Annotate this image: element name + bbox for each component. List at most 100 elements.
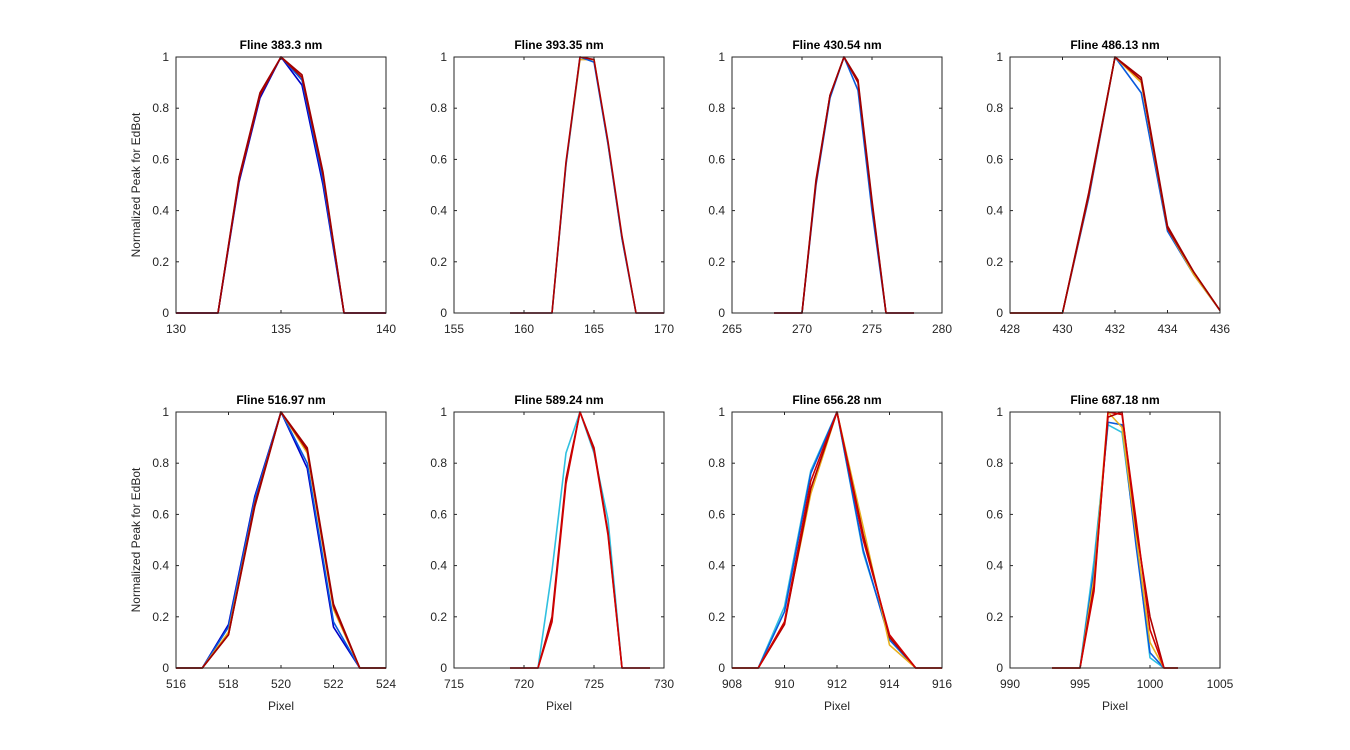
x-tick-label: 916 [932, 677, 952, 691]
series-line-2 [176, 56, 386, 314]
y-tick-label: 1 [718, 50, 725, 64]
series-line-1 [1010, 56, 1221, 314]
y-axis-label: Normalized Peak for EdBot [129, 467, 143, 612]
x-tick-label: 160 [514, 322, 534, 336]
y-tick-label: 1 [996, 50, 1003, 64]
chart-title: Fline 430.54 nm [792, 38, 881, 52]
x-tick-label: 130 [166, 322, 186, 336]
y-tick-label: 0.8 [152, 101, 169, 115]
x-tick-label: 1005 [1207, 677, 1234, 691]
axes-box [453, 56, 665, 314]
x-tick-label: 428 [1000, 322, 1020, 336]
y-tick-label: 0.6 [430, 152, 447, 166]
subplot-5: 0 0.2 0.4 0.6 0.8 1 516 518 520 522 524 Fline 516.9… [129, 393, 396, 713]
y-tick-label: 0 [718, 661, 725, 675]
x-tick-label: 265 [722, 322, 742, 336]
series-line-4 [1010, 56, 1221, 314]
x-tick-label: 524 [376, 677, 396, 691]
y-tick-label: 0.8 [986, 456, 1003, 470]
x-tick-label: 715 [444, 677, 464, 691]
x-tick-label: 1000 [1137, 677, 1164, 691]
y-tick-label: 0 [718, 306, 725, 320]
y-tick-label: 0.2 [430, 255, 447, 269]
x-tick-label: 436 [1210, 322, 1230, 336]
y-tick-label: 0.6 [708, 507, 725, 521]
y-tick-label: 0 [162, 661, 169, 675]
y-tick-label: 0.6 [708, 152, 725, 166]
chart-title: Fline 687.18 nm [1070, 393, 1159, 407]
x-tick-label: 720 [514, 677, 534, 691]
series-line-4 [1052, 411, 1178, 669]
series-line-5 [1052, 411, 1178, 669]
y-tick-label: 0.6 [430, 507, 447, 521]
y-tick-label: 0.2 [986, 255, 1003, 269]
x-tick-label: 135 [271, 322, 291, 336]
y-tick-label: 1 [162, 405, 169, 419]
y-tick-label: 0 [440, 661, 447, 675]
series-line-1 [774, 56, 914, 314]
series-line-1 [1052, 423, 1178, 669]
axes-box [1009, 411, 1221, 669]
series-line-3 [176, 56, 386, 314]
y-tick-label: 0.8 [152, 456, 169, 470]
series-line-3 [774, 56, 914, 314]
axes-box [453, 411, 665, 669]
y-tick-label: 0 [996, 306, 1003, 320]
y-tick-label: 0.8 [708, 456, 725, 470]
series-line-1 [176, 411, 386, 669]
series-line-3 [510, 411, 650, 669]
series-line-3 [1052, 411, 1178, 669]
y-tick-label: 0.2 [430, 610, 447, 624]
y-tick-label: 0.2 [152, 255, 169, 269]
series-line-2 [1010, 56, 1221, 314]
y-tick-label: 0.4 [708, 204, 725, 218]
series-line-3 [732, 411, 942, 669]
x-tick-label: 995 [1070, 677, 1090, 691]
x-tick-label: 908 [722, 677, 742, 691]
series-line-4 [732, 411, 942, 669]
y-tick-label: 0 [996, 661, 1003, 675]
y-tick-label: 1 [718, 405, 725, 419]
x-tick-label: 155 [444, 322, 464, 336]
x-tick-label: 912 [827, 677, 847, 691]
y-tick-label: 0.8 [430, 101, 447, 115]
x-tick-label: 725 [584, 677, 604, 691]
x-tick-label: 434 [1157, 322, 1177, 336]
x-tick-label: 520 [271, 677, 291, 691]
x-tick-label: 165 [584, 322, 604, 336]
axes-box [175, 411, 387, 669]
axes-box [731, 56, 943, 314]
y-tick-label: 0.4 [430, 204, 447, 218]
x-axis-label: Pixel [546, 699, 572, 713]
series-line-1 [510, 411, 650, 669]
x-tick-label: 170 [654, 322, 674, 336]
y-tick-label: 0.4 [986, 204, 1003, 218]
series-line-5 [732, 411, 942, 669]
series-line-2 [176, 411, 386, 669]
y-tick-label: 0.2 [986, 610, 1003, 624]
x-tick-label: 140 [376, 322, 396, 336]
y-tick-label: 1 [162, 50, 169, 64]
y-tick-label: 1 [440, 405, 447, 419]
subplot-3: 0 0.2 0.4 0.6 0.8 1 265 270 275 280 Fline 430.54 n… [708, 38, 952, 336]
chart-title: Fline 589.24 nm [514, 393, 603, 407]
x-axis-label: Pixel [268, 699, 294, 713]
axes-box [731, 411, 943, 669]
x-tick-label: 518 [218, 677, 238, 691]
y-tick-label: 0.8 [430, 456, 447, 470]
y-tick-label: 0.8 [986, 101, 1003, 115]
series-line-2 [732, 411, 942, 669]
series-line-1 [510, 58, 664, 314]
chart-title: Fline 383.3 nm [240, 38, 323, 52]
y-tick-label: 0.6 [986, 152, 1003, 166]
subplot-8: 0 0.2 0.4 0.6 0.8 1 990 995 1000 1005 Fline 687.18… [986, 393, 1233, 713]
x-tick-label: 516 [166, 677, 186, 691]
series-line-3 [176, 411, 386, 669]
y-tick-label: 0.6 [152, 507, 169, 521]
x-tick-label: 730 [654, 677, 674, 691]
series-line-5 [176, 411, 386, 669]
y-axis-label: Normalized Peak for EdBot [129, 112, 143, 257]
y-tick-label: 0.4 [986, 559, 1003, 573]
axes-box [175, 56, 387, 314]
series-line-2 [510, 411, 650, 669]
